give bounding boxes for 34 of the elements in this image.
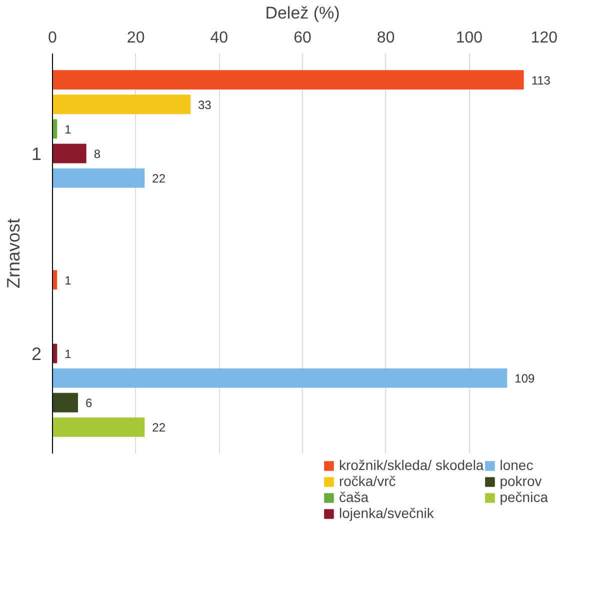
legend-label: čaša xyxy=(338,489,369,505)
x-tick-label: 80 xyxy=(376,30,395,46)
x-tick-label: 20 xyxy=(126,30,145,46)
x-tick-label: 0 xyxy=(48,30,58,46)
legend-label: ročka/vrč xyxy=(338,473,396,489)
legend-label: pokrov xyxy=(500,473,542,489)
y-tick-label: 2 xyxy=(31,344,42,364)
data-label: 1 xyxy=(64,347,72,361)
bar xyxy=(52,368,508,388)
data-label: 8 xyxy=(94,147,101,161)
legend-label: krožnik/skleda/ skodela xyxy=(338,457,484,473)
data-label: 33 xyxy=(198,98,212,112)
bar xyxy=(52,94,190,114)
bar xyxy=(52,392,78,412)
x-tick-label: 120 xyxy=(530,30,558,46)
data-label: 22 xyxy=(152,172,166,186)
legend-label: pečnica xyxy=(500,489,548,505)
bar xyxy=(52,144,86,164)
data-label: 113 xyxy=(531,73,551,88)
x-tick-label: 60 xyxy=(294,30,312,46)
y-axis-title: Zrnavost xyxy=(3,218,24,289)
x-axis-title: Delež (%) xyxy=(265,4,340,22)
bar xyxy=(52,168,145,188)
data-label: 6 xyxy=(86,396,92,410)
data-label: 1 xyxy=(64,122,72,136)
x-tick-label: 100 xyxy=(456,30,483,46)
bar xyxy=(52,418,145,437)
legend-label: lonec xyxy=(500,457,534,473)
legend-label: lojenka/svečnik xyxy=(338,505,434,521)
data-label: 22 xyxy=(152,420,166,435)
data-label: 109 xyxy=(514,372,536,386)
x-tick-label: 40 xyxy=(210,30,228,46)
data-label: 1 xyxy=(64,273,72,288)
bar xyxy=(52,70,524,90)
